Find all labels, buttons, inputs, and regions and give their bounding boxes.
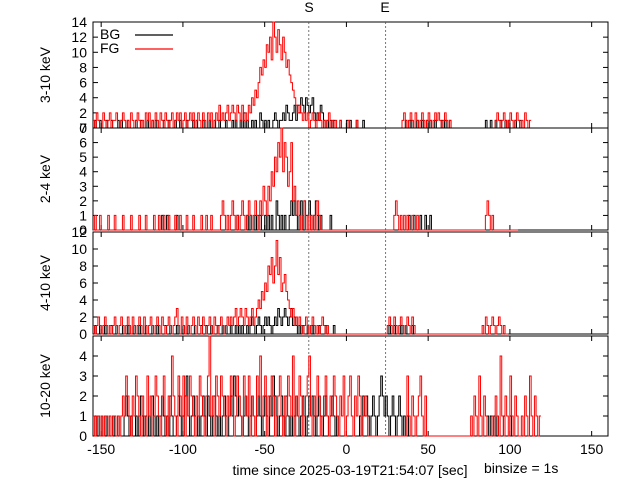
- panel-frame: [92, 21, 609, 129]
- y-tick-label: 6: [79, 75, 87, 91]
- y-tick-label: 10: [71, 44, 87, 60]
- x-tick-label: -100: [169, 441, 197, 457]
- x-axis-label: time since 2025-03-19T21:54:07 [sec]: [232, 462, 467, 478]
- series-fg-line: [93, 127, 519, 231]
- x-tick-label: -150: [87, 441, 115, 457]
- binsize-note: binsize = 1s: [484, 460, 558, 476]
- y-tick-label: 4: [79, 292, 87, 308]
- y-tick-label: 2: [79, 309, 87, 325]
- y-axis-label: 2-4 keV: [37, 154, 53, 203]
- y-tick-label: 2: [79, 193, 87, 209]
- x-tick-label: 150: [580, 441, 604, 457]
- y-axis-label: 10-20 keV: [37, 353, 53, 417]
- y-tick-label: 3: [79, 178, 87, 194]
- y-tick-label: 8: [79, 59, 87, 75]
- y-tick-label: 3: [79, 368, 87, 384]
- y-tick-label: 4: [79, 348, 87, 364]
- y-tick-label: 1: [79, 207, 87, 223]
- y-tick-label: 0: [79, 428, 87, 444]
- y-tick-label: 7: [79, 120, 87, 136]
- marker-label-end: E: [380, 0, 389, 15]
- y-tick-label: 8: [79, 258, 87, 274]
- legend-label-bg: BG: [100, 26, 120, 42]
- y-tick-label: 14: [71, 14, 87, 30]
- y-axis-label: 3-10 keV: [37, 46, 53, 103]
- series-fg-line: [93, 21, 532, 129]
- panel-frame: [92, 127, 609, 231]
- legend: BG FG: [100, 26, 173, 56]
- legend-label-fg: FG: [100, 40, 119, 56]
- y-tick-label: 12: [71, 224, 87, 240]
- x-tick-label: 100: [498, 441, 522, 457]
- series-fg-line: [93, 335, 541, 437]
- y-tick-label: 4: [79, 164, 87, 180]
- y-axis-label: 4-10 keV: [37, 254, 53, 311]
- y-tick-label: 10: [71, 241, 87, 257]
- y-tick-label: 4: [79, 90, 87, 106]
- y-tick-label: 6: [79, 135, 87, 151]
- y-tick-label: 0: [79, 120, 87, 136]
- y-tick-label: 5: [79, 149, 87, 165]
- series-fg-line: [93, 240, 509, 335]
- y-tick-label: 0: [79, 222, 87, 238]
- y-tick-label: 2: [79, 388, 87, 404]
- x-tick-label: -50: [255, 441, 275, 457]
- panel-3: 0 1 2 3 4 -150 -100 -50 0 50 100 150 10-20 keV: [37, 335, 609, 457]
- y-tick-label: 0: [79, 326, 87, 342]
- y-tick-label: 2: [79, 105, 87, 121]
- y-tick-label: 6: [79, 275, 87, 291]
- x-tick-label: 50: [420, 441, 436, 457]
- y-tick-label: 12: [71, 29, 87, 45]
- marker-label-start: S: [304, 0, 313, 15]
- x-tick-label: 0: [343, 441, 351, 457]
- y-tick-label: 1: [79, 408, 87, 424]
